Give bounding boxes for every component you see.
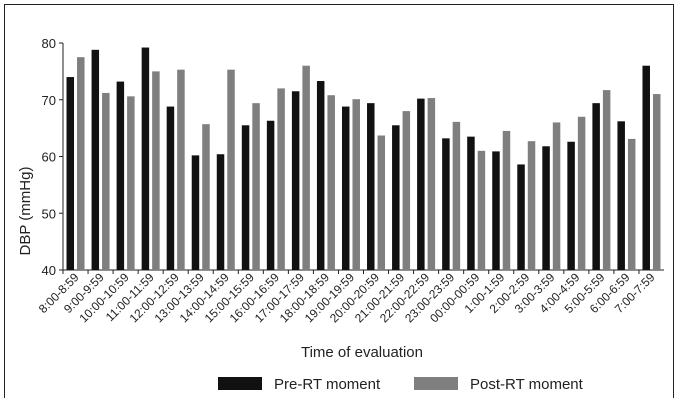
- bar-pre-rt: [367, 103, 375, 270]
- bar-post-rt: [402, 111, 411, 270]
- bars: [66, 47, 661, 271]
- bar-post-rt: [602, 90, 611, 270]
- bar-pre-rt: [642, 65, 650, 270]
- bar-pre-rt: [166, 106, 175, 270]
- bar-post-rt: [152, 71, 160, 270]
- bar-pre-rt: [66, 77, 75, 270]
- bar-post-rt: [77, 57, 85, 270]
- bar-post-rt: [577, 116, 586, 271]
- y-tick-label: 80: [42, 36, 56, 51]
- bar-pre-rt: [291, 91, 300, 270]
- bar-post-rt: [452, 121, 461, 270]
- bar-pre-rt: [341, 106, 350, 270]
- legend-swatch-post-rt: [414, 377, 458, 390]
- bar-post-rt: [202, 124, 210, 270]
- bar-pre-rt: [542, 146, 550, 270]
- bar-post-rt: [252, 103, 260, 270]
- bar-pre-rt: [116, 81, 125, 270]
- bar-pre-rt: [517, 164, 525, 270]
- y-tick-label: 40: [42, 263, 56, 278]
- bar-pre-rt: [91, 49, 100, 271]
- bar-post-rt: [102, 92, 110, 270]
- bar-post-rt: [127, 96, 135, 270]
- bar-post-rt: [552, 122, 561, 270]
- y-axis-title: DBP (mmHg): [17, 167, 34, 256]
- bar-pre-rt: [467, 136, 475, 270]
- bar-post-rt: [302, 65, 310, 270]
- x-axis-labels: 8:00-8:599:00-9:5910:00-10:5911:00-11:59…: [36, 270, 658, 325]
- bar-pre-rt: [316, 81, 325, 271]
- bar-post-rt: [277, 88, 285, 271]
- y-axis-ticks: 40 50 60 70 80: [42, 36, 63, 278]
- bar-pre-rt: [191, 155, 200, 270]
- bar-pre-rt: [266, 120, 275, 270]
- bar-pre-rt: [241, 125, 250, 270]
- bar-pre-rt: [417, 98, 425, 271]
- bar-post-rt: [502, 130, 511, 270]
- x-axis-title: Time of evaluation: [301, 344, 423, 361]
- bar-post-rt: [527, 141, 536, 270]
- bar-pre-rt: [492, 151, 500, 270]
- y-tick-label: 70: [42, 93, 56, 108]
- bar-post-rt: [377, 135, 386, 270]
- y-tick-label: 60: [42, 150, 56, 165]
- bar-pre-rt: [617, 121, 625, 270]
- bar-post-rt: [627, 138, 636, 270]
- legend: Pre-RT moment Post-RT moment: [218, 376, 584, 393]
- y-tick-label: 50: [42, 206, 56, 221]
- bar-pre-rt: [392, 125, 400, 270]
- bar-pre-rt: [216, 154, 225, 270]
- bar-post-rt: [327, 95, 335, 271]
- legend-label-pre-rt: Pre-RT moment: [274, 376, 381, 393]
- bar-post-rt: [652, 94, 661, 270]
- bar-pre-rt: [141, 47, 150, 270]
- bar-pre-rt: [592, 103, 600, 270]
- chart-frame: [4, 4, 674, 398]
- bar-post-rt: [477, 150, 486, 270]
- bar-post-rt: [227, 69, 235, 270]
- legend-swatch-pre-rt: [218, 377, 262, 390]
- bar-post-rt: [177, 69, 185, 270]
- legend-label-post-rt: Post-RT moment: [470, 376, 584, 393]
- bar-post-rt: [352, 99, 360, 271]
- bar-pre-rt: [567, 141, 575, 270]
- bar-post-rt: [427, 98, 436, 270]
- bar-pre-rt: [442, 138, 450, 270]
